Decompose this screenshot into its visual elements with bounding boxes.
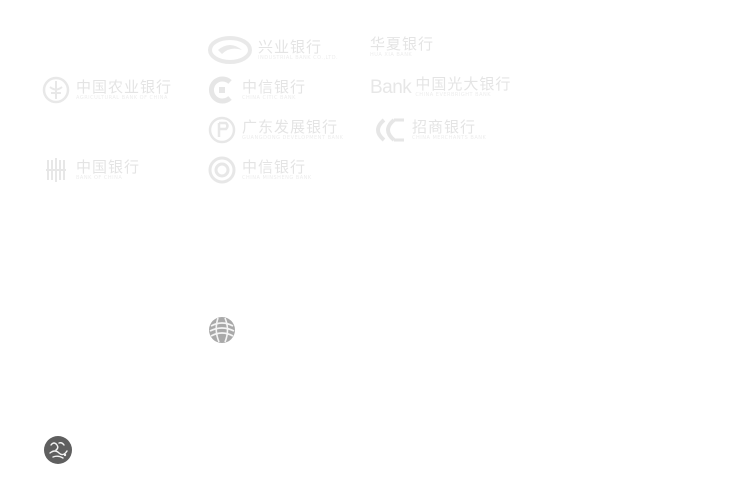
guangdong-development-bank-logo: 广东发展银行 GUANGDONG DEVELOPMENT BANK (208, 116, 343, 144)
logo-subtitle: INDUSTRIAL BANK CO.,LTD. (258, 54, 339, 61)
citic-bank-logo: 中信银行 CHINA CITIC BANK (208, 76, 306, 104)
agricultural-bank-logo: 中国农业银行 AGRICULTURAL BANK OF CHINA (42, 76, 172, 104)
cmb-icon (376, 118, 404, 142)
everbright-bank-logo: Bank 中国光大银行 CHINA EVERBRIGHT BANK (370, 76, 511, 99)
logo-name: 中国农业银行 (76, 77, 173, 96)
logo-name: 中信银行 (242, 157, 307, 176)
bank-of-china-icon (46, 158, 66, 182)
logo-subtitle: CHINA CITIC BANK (242, 94, 296, 101)
logo-subtitle: BANK OF CHINA (76, 174, 123, 181)
minsheng-bank-icon (208, 156, 236, 184)
hua-xia-bank-logo: 华夏银行 HUA XIA BANK (370, 36, 434, 59)
logo-name: 中国银行 (76, 157, 141, 176)
seal-badge (44, 436, 72, 464)
logo-subtitle: CHINA MINSHENG BANK (242, 174, 312, 181)
logo-name: 华夏银行 (370, 35, 435, 53)
bank-of-china-logo: 中国银行 BANK OF CHINA (42, 156, 140, 184)
industrial-bank-icon (208, 36, 252, 64)
globe-icon (209, 317, 235, 343)
industrial-bank-logo: 兴业银行 INDUSTRIAL BANK CO.,LTD. (208, 36, 338, 64)
logo-name: 招商银行 (412, 117, 477, 136)
logo-subtitle: HUA XIA BANK (370, 52, 413, 58)
logo-subtitle: CHINA EVERBRIGHT BANK (415, 92, 492, 98)
logo-name: 广东发展银行 (242, 117, 339, 136)
logo-name: 中信银行 (242, 77, 307, 96)
logo-name: 中国光大银行 (415, 75, 512, 93)
logo-subtitle: CHINA MERCHANTS BANK (412, 134, 487, 141)
china-merchants-bank-logo: 招商银行 CHINA MERCHANTS BANK (370, 116, 486, 144)
calligraphy-seal-icon (44, 436, 72, 464)
citic-bank-icon (209, 76, 232, 104)
gdb-icon (208, 116, 236, 144)
logo-name: 兴业银行 (258, 37, 323, 56)
minsheng-bank-logo: 中信银行 CHINA MINSHENG BANK (208, 156, 312, 184)
logo-subtitle: AGRICULTURAL BANK OF CHINA (76, 94, 168, 101)
globe-badge (208, 316, 236, 344)
logo-subtitle: GUANGDONG DEVELOPMENT BANK (242, 134, 344, 141)
agricultural-bank-icon (42, 76, 70, 104)
bank-wordmark: Bank (370, 76, 412, 98)
